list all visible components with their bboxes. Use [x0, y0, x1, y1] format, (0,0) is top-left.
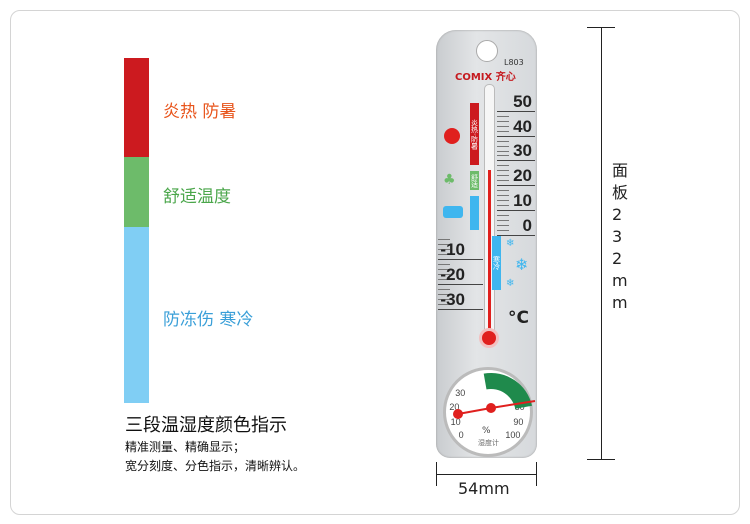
brand-logo: COMIX 齐心	[455, 72, 516, 83]
scale-minor-tick	[438, 288, 450, 290]
scale-minor-tick	[497, 204, 509, 206]
scale-minor-tick	[497, 115, 509, 117]
strip-label-cold: 寒冷	[492, 256, 501, 270]
scale-minor-tick	[497, 190, 509, 192]
scale-major-tick	[497, 135, 535, 137]
scale-minor-tick	[438, 244, 450, 246]
scale-minor-tick	[497, 165, 509, 167]
model-number: L803	[504, 58, 524, 67]
scale-major-tick	[497, 185, 535, 187]
scale-major-tick	[438, 259, 483, 261]
cold-icon	[443, 206, 463, 218]
height-dimension-line	[601, 27, 602, 460]
hygrometer-tick-label: 30	[455, 387, 466, 398]
hygrometer-tick-label: 20	[449, 401, 460, 412]
scale-minor-tick	[438, 249, 450, 251]
scale-major-tick	[497, 111, 535, 112]
scale-major-tick	[438, 283, 483, 285]
hygrometer-needle	[453, 373, 536, 419]
scale-minor-tick	[438, 293, 450, 295]
scale-minor-tick	[497, 155, 509, 157]
snowflake-icon: ❄	[515, 255, 529, 274]
scale-label: -30	[440, 289, 465, 309]
legend-bar-comfort	[124, 157, 149, 227]
strip-cold-lower: 寒冷	[492, 236, 501, 290]
scale-label: -10	[440, 240, 465, 260]
scale-minor-tick	[438, 298, 450, 300]
scale-minor-tick	[497, 214, 509, 216]
hygrometer-tick-label: 10	[450, 417, 461, 428]
scale-minor-tick	[497, 130, 509, 132]
dimension-tick	[587, 459, 615, 460]
legend-bar-cold	[124, 227, 149, 403]
height-dimension-label: 面板232mm	[612, 161, 629, 312]
hygrometer-unit: %	[482, 426, 491, 436]
dimension-tick	[587, 27, 615, 28]
legend-label-cold: 防冻伤 寒冷	[163, 310, 254, 330]
strip-comfort: 舒适	[470, 171, 479, 190]
feature-line: 精准测量、精确显示；	[125, 440, 246, 454]
scale-minor-tick	[497, 199, 509, 201]
scale-minor-tick	[438, 269, 450, 271]
scale-minor-tick	[438, 254, 450, 256]
scale-minor-tick	[497, 180, 509, 182]
scale-major-tick	[497, 234, 535, 236]
scale-label: -20	[440, 264, 465, 284]
scale-label: 0	[522, 215, 532, 235]
scale-minor-tick	[497, 175, 509, 177]
scale-minor-tick	[438, 303, 450, 305]
hygrometer-tick-label: 0	[458, 430, 464, 441]
scale-label: 20	[513, 166, 532, 186]
thermometer-bulb	[479, 328, 499, 348]
feature-line: 宽分刻度、分色指示，清晰辨认。	[125, 459, 306, 473]
hygrometer-tick-label: 100	[505, 430, 521, 441]
scale-minor-tick	[438, 264, 450, 266]
scale-label: 30	[513, 141, 532, 161]
scale-minor-tick	[497, 219, 509, 221]
strip-hot: 炎热·防暑	[470, 103, 479, 165]
scale-label: 10	[513, 190, 532, 210]
scale-minor-tick	[438, 274, 450, 276]
legend-bar-hot	[124, 58, 149, 157]
scale-minor-tick	[497, 125, 509, 127]
strip-label-hot: 炎热·防暑	[470, 118, 479, 150]
scale-label: 50	[513, 92, 532, 111]
unit-celsius: °C	[508, 308, 529, 328]
hygrometer-label: 湿度计	[478, 439, 499, 447]
hygrometer-tick-label: 40	[467, 377, 478, 388]
feature-title: 三段温湿度颜色指示	[125, 415, 287, 436]
hygrometer-tick-label: 90	[513, 417, 524, 428]
legend-label-hot: 炎热 防暑	[163, 102, 237, 122]
scale-minor-tick	[497, 140, 509, 142]
scale-label: 40	[513, 116, 532, 136]
scale-minor-tick	[497, 150, 509, 152]
scale-minor-tick	[438, 239, 450, 241]
scale-minor-tick	[497, 229, 509, 231]
sun-icon	[444, 128, 460, 144]
scale-major-tick	[438, 308, 483, 310]
dimension-tick	[436, 462, 437, 486]
scale-major-tick	[497, 209, 535, 211]
scale-minor-tick	[438, 278, 450, 280]
snowflake-icon: ❄	[506, 278, 515, 289]
scale-minor-tick	[497, 145, 509, 147]
strip-cold	[470, 196, 479, 230]
scale-minor-tick	[497, 224, 509, 226]
scale-minor-tick	[497, 194, 509, 196]
width-dimension-line	[436, 474, 536, 475]
dimension-tick	[536, 462, 537, 486]
frame	[10, 10, 740, 515]
strip-label-comfort: 舒适	[470, 173, 479, 188]
scale-minor-tick	[497, 120, 509, 122]
snowflake-icon: ❄	[506, 238, 515, 249]
tree-icon: ♣	[443, 172, 456, 188]
width-dimension-label: 54mm	[458, 479, 510, 498]
hanging-hole	[476, 40, 498, 62]
liquid-column	[488, 170, 491, 330]
legend-label-comfort: 舒适温度	[163, 187, 231, 207]
scale-minor-tick	[497, 170, 509, 172]
scale-major-tick	[497, 160, 535, 162]
